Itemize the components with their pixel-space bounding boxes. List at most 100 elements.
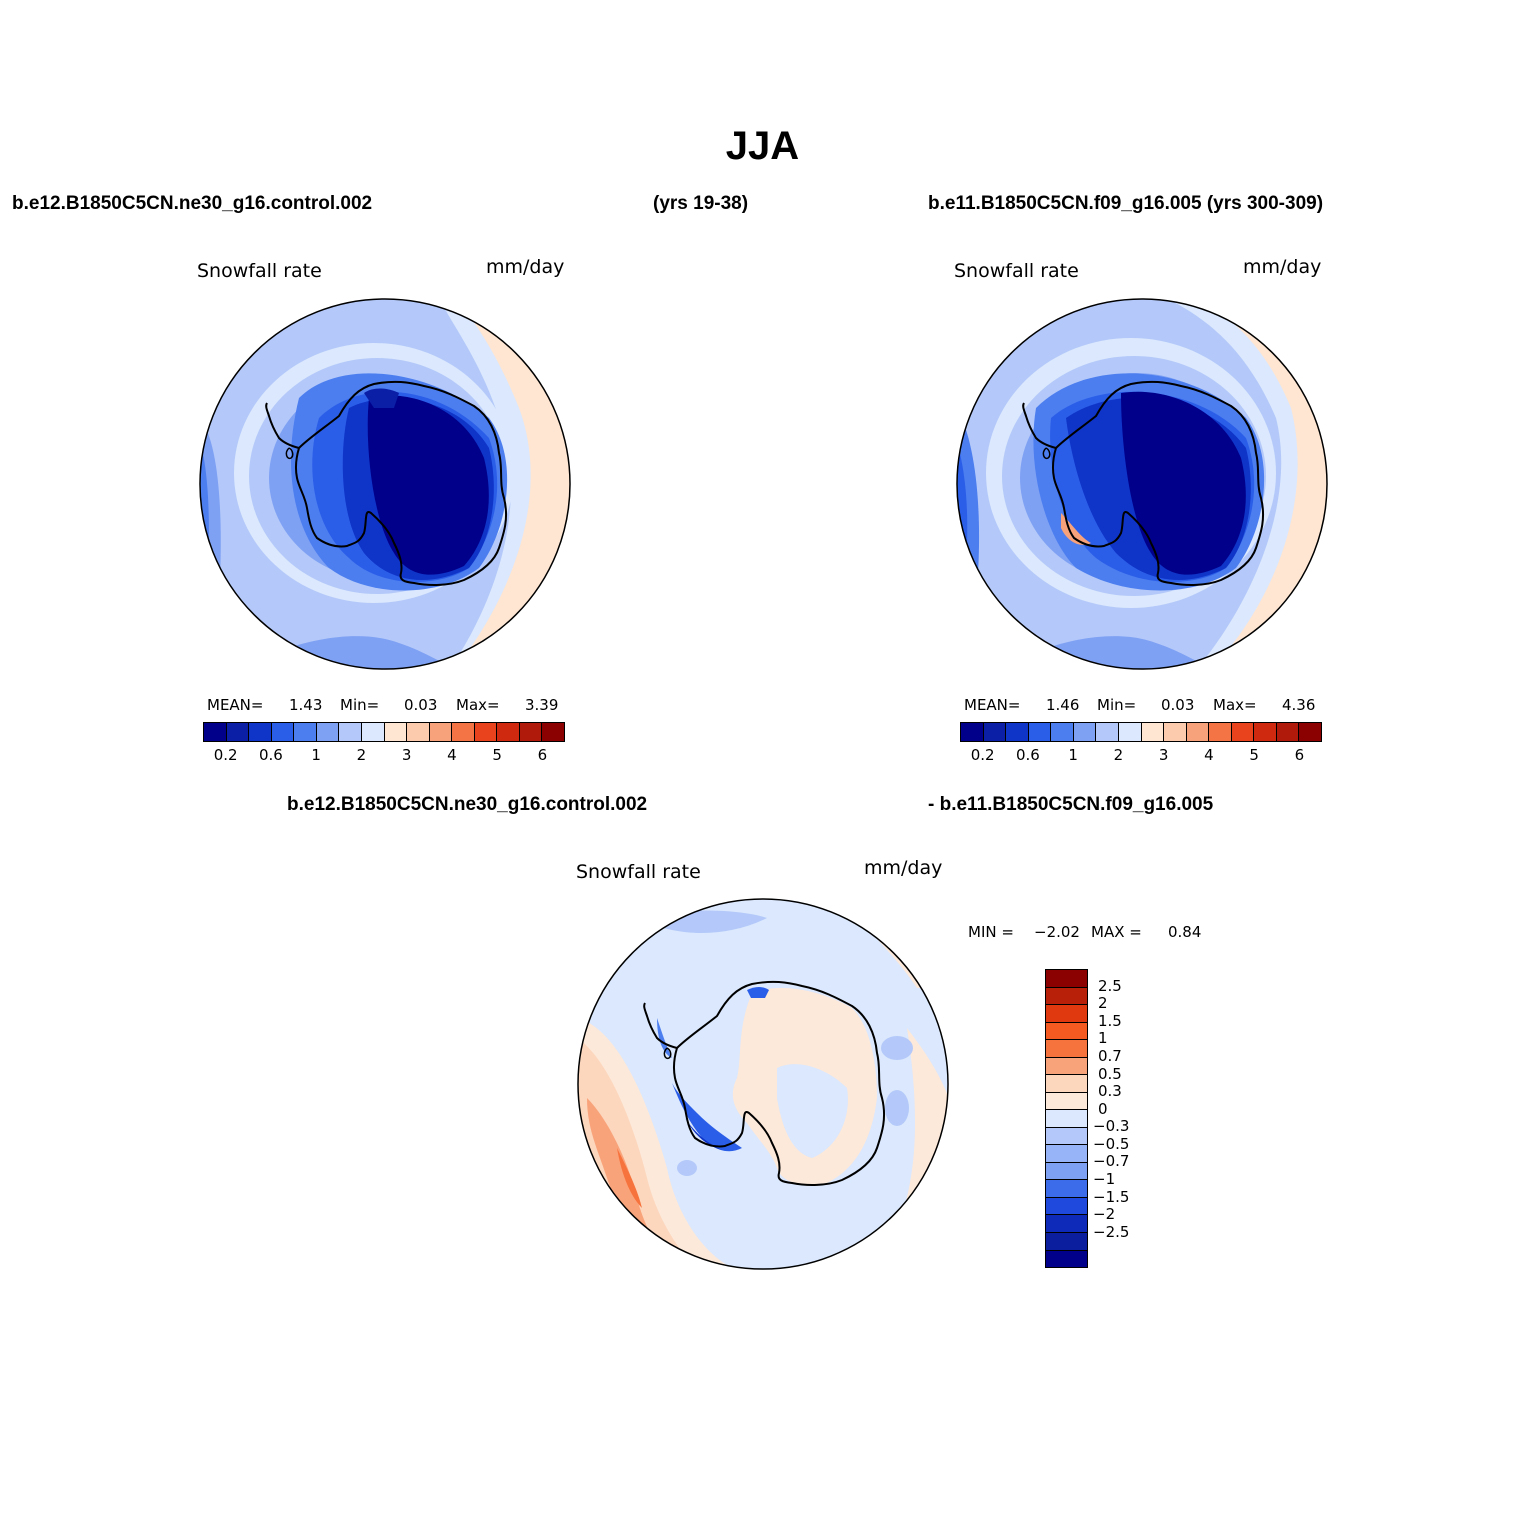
- diff-min-value: −2.02: [1034, 923, 1080, 941]
- panel1-min-label: Min=: [340, 696, 380, 714]
- colorbar-swatch: [1096, 723, 1119, 741]
- diff-variable-label: Snowfall rate: [576, 861, 701, 883]
- colorbar-tick-label: 4: [447, 746, 457, 764]
- colorbar-tick-label: 0.6: [258, 746, 283, 764]
- panel1-max-label: Max=: [456, 696, 500, 714]
- panel1-variable-label: Snowfall rate: [197, 260, 322, 282]
- panel2-units-label: mm/day: [1243, 256, 1322, 278]
- panel2-polar-map: [956, 298, 1328, 670]
- colorbar-swatch: [519, 723, 543, 741]
- diff-colorbar-swatch: [1046, 1057, 1087, 1076]
- diff-colorbar-tick-label: 0: [1098, 1099, 1108, 1118]
- colorbar-swatch: [361, 723, 385, 741]
- colorbar-swatch: [1231, 723, 1255, 741]
- diff-colorbar-tick-label: 1.5: [1098, 1011, 1122, 1030]
- diff-colorbar-swatch: [1046, 1022, 1087, 1041]
- panel1-mean-value: 1.43: [289, 696, 323, 714]
- colorbar-swatch: [204, 723, 227, 741]
- colorbar-swatch: [1073, 723, 1097, 741]
- panel2-mean-label: MEAN=: [964, 696, 1021, 714]
- colorbar-swatch: [226, 723, 250, 741]
- diff-colorbar-tick-label: −1: [1093, 1170, 1116, 1189]
- panel1-units-label: mm/day: [486, 256, 565, 278]
- colorbar-swatch: [542, 723, 564, 741]
- diff-colorbar-tick-label: −0.7: [1093, 1152, 1130, 1171]
- colorbar-tick-label: 2: [1113, 746, 1124, 764]
- diff-units-label: mm/day: [864, 857, 943, 879]
- colorbar-swatch: [407, 723, 430, 741]
- panel2-min-label: Min=: [1097, 696, 1137, 714]
- diff-colorbar-swatch: [1046, 1075, 1087, 1093]
- colorbar-swatch: [1186, 723, 1210, 741]
- colorbar-tick-label: 3: [401, 746, 412, 764]
- colorbar-tick-label: 6: [1294, 746, 1305, 764]
- diff-colorbar-swatch: [1046, 1215, 1087, 1233]
- diff-colorbar-tick-label: −2.5: [1093, 1222, 1130, 1241]
- colorbar-swatch: [983, 723, 1007, 741]
- colorbar-swatch: [339, 723, 362, 741]
- diff-colorbar-swatch: [1046, 1162, 1087, 1181]
- figure-title: JJA: [725, 124, 800, 168]
- colorbar-swatch: [384, 723, 408, 741]
- diff-colorbar-swatch: [1046, 1040, 1087, 1058]
- diff-colorbar-tick-label: 0.5: [1098, 1064, 1122, 1083]
- colorbar-swatch: [316, 723, 340, 741]
- colorbar-swatch: [1028, 723, 1052, 741]
- colorbar-swatch: [1164, 723, 1187, 741]
- diff-colorbar-swatch: [1046, 1197, 1087, 1216]
- diff-colorbar-swatch: [1046, 1127, 1087, 1146]
- diff-colorbar-swatch: [1046, 1250, 1087, 1268]
- colorbar-swatch: [1006, 723, 1029, 741]
- diff-colorbar-tick-label: 1: [1098, 1029, 1108, 1048]
- colorbar-tick-label: 1: [1068, 746, 1078, 764]
- panel2-max-label: Max=: [1213, 696, 1257, 714]
- colorbar-swatch: [1141, 723, 1165, 741]
- diff-colorbar-swatch: [1046, 970, 1087, 988]
- diff-colorbar-swatch: [1046, 1145, 1087, 1163]
- diff-max-label: MAX =: [1091, 923, 1142, 941]
- colorbar-tick-label: 1: [311, 746, 321, 764]
- panel1-max-value: 3.39: [525, 696, 559, 714]
- diff-colorbar: [1045, 969, 1088, 1268]
- diff-colorbar-swatch: [1046, 1232, 1087, 1251]
- diff-colorbar-tick-label: −2: [1093, 1205, 1116, 1224]
- panel1-mean-label: MEAN=: [207, 696, 264, 714]
- diff-colorbar-swatch: [1046, 1092, 1087, 1111]
- colorbar-tick-label: 2: [356, 746, 367, 764]
- colorbar-swatch: [452, 723, 475, 741]
- panel2-variable-label: Snowfall rate: [954, 260, 1079, 282]
- panel2-max-value: 4.36: [1282, 696, 1316, 714]
- case1-name: b.e12.B1850C5CN.ne30_g16.control.002: [12, 193, 373, 214]
- diff-colorbar-tick-label: −0.3: [1093, 1117, 1130, 1136]
- diff-colorbar-tick-label: 0.3: [1098, 1082, 1122, 1101]
- diff-case1-name: b.e12.B1850C5CN.ne30_g16.control.002: [287, 794, 648, 815]
- colorbar-tick-label: 0.2: [213, 746, 238, 764]
- colorbar-swatch: [1051, 723, 1074, 741]
- colorbar-tick-label: 6: [537, 746, 548, 764]
- panel1-colorbar: [203, 722, 565, 742]
- case1-years: (yrs 19-38): [653, 193, 749, 214]
- diff-colorbar-swatch: [1046, 1180, 1087, 1198]
- diff-max-value: 0.84: [1168, 923, 1202, 941]
- colorbar-swatch: [474, 723, 498, 741]
- diff-colorbar-swatch: [1046, 1005, 1087, 1023]
- colorbar-swatch: [497, 723, 520, 741]
- colorbar-swatch: [1209, 723, 1232, 741]
- colorbar-tick-label: 0.2: [970, 746, 995, 764]
- colorbar-swatch: [961, 723, 984, 741]
- colorbar-tick-label: 5: [492, 746, 502, 764]
- diff-case2-name: - b.e11.B1850C5CN.f09_g16.005: [928, 794, 1214, 815]
- diff-polar-map: [577, 898, 949, 1270]
- diff-colorbar-tick-label: 2: [1098, 994, 1108, 1013]
- colorbar-tick-label: 3: [1158, 746, 1169, 764]
- diff-colorbar-tick-label: −1.5: [1093, 1187, 1130, 1206]
- diff-colorbar-tick-label: 0.7: [1098, 1046, 1122, 1065]
- colorbar-tick-label: 4: [1204, 746, 1214, 764]
- colorbar-swatch: [1254, 723, 1277, 741]
- panel2-min-value: 0.03: [1161, 696, 1195, 714]
- diff-colorbar-tick-label: 2.5: [1098, 976, 1122, 995]
- diff-min-label: MIN =: [968, 923, 1014, 941]
- diff-colorbar-swatch: [1046, 987, 1087, 1006]
- panel1-min-value: 0.03: [404, 696, 438, 714]
- case2-name: b.e11.B1850C5CN.f09_g16.005 (yrs 300-309…: [928, 193, 1324, 214]
